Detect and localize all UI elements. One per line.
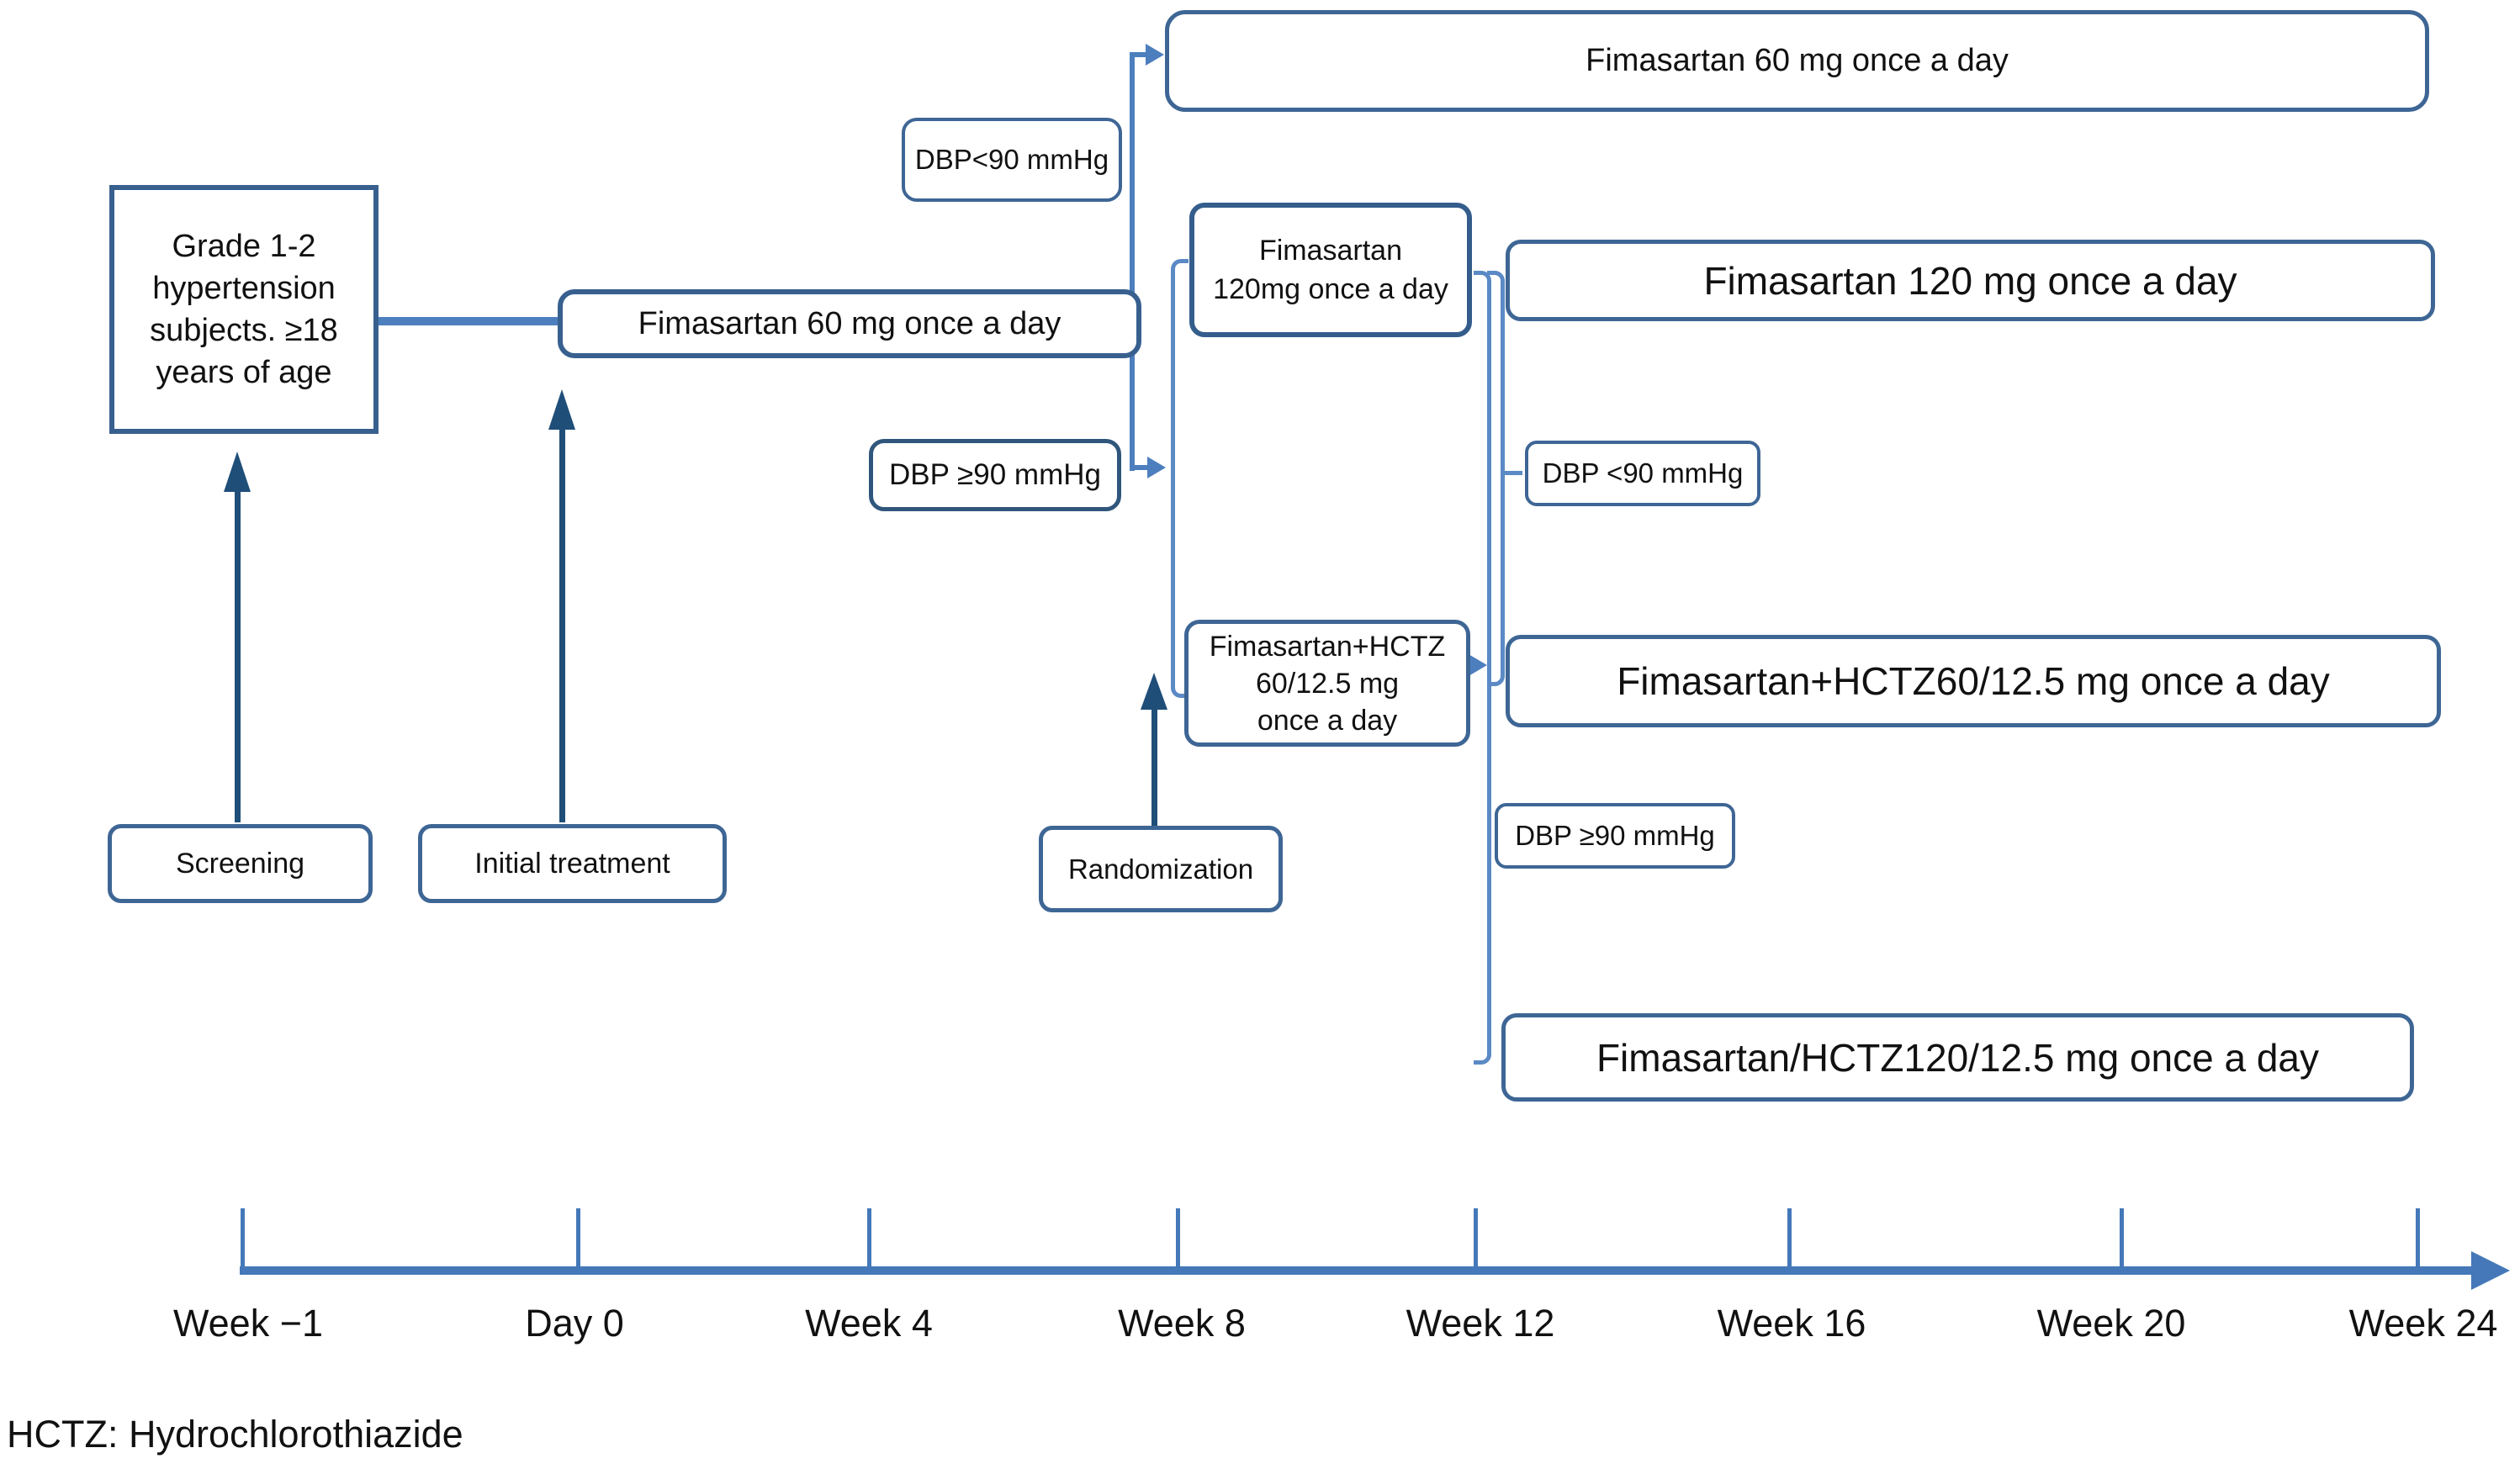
- dbp-lt90-right-text: DBP <90 mmHg: [1542, 457, 1744, 489]
- subject-box: Grade 1-2 hypertension subjects. ≥18 yea…: [109, 185, 379, 434]
- bracket-to-continuation: [1487, 271, 1505, 686]
- timeline-tick: [241, 1208, 245, 1267]
- timeline-tick: [867, 1208, 871, 1267]
- footnote-hctz: HCTZ: Hydrochlorothiazide: [7, 1413, 463, 1456]
- continue60-box: Fimasartan 60 mg once a day: [1165, 10, 2429, 112]
- dbp-lt90-upper-text: DBP<90 mmHg: [914, 144, 1109, 175]
- timeline-label-week8: Week 8: [1118, 1302, 1246, 1345]
- timeline-label-week-minus1: Week −1: [172, 1302, 324, 1345]
- bracket-to-final-combo: [1474, 271, 1491, 1065]
- initial-treatment-arrow-shaft: [559, 429, 565, 822]
- initial-treatment-box: Initial treatment: [418, 824, 727, 903]
- randomization-label: Randomization: [1067, 853, 1254, 885]
- randomization-arrow-shaft: [1151, 708, 1157, 828]
- bighctz-box: Fimasartan+HCTZ60/12.5 mg once a day: [1506, 635, 2441, 727]
- connector-elbow-bottom: [1130, 465, 1150, 470]
- timeline-tick: [1474, 1208, 1478, 1267]
- final-combo-box: Fimasartan/HCTZ120/12.5 mg once a day: [1501, 1013, 2414, 1102]
- timeline-label-week12: Week 12: [1406, 1302, 1555, 1345]
- bighctz-label: Fimasartan+HCTZ60/12.5 mg once a day: [1617, 659, 2330, 703]
- big120-box: Fimasartan 120 mg once a day: [1506, 240, 2435, 321]
- timeline-arrow-icon: [2471, 1251, 2510, 1290]
- arrow-right-icon: [1147, 457, 1166, 478]
- screening-label: Screening: [175, 847, 305, 880]
- timeline-tick: [1787, 1208, 1792, 1267]
- bracket-randomized-arms: [1171, 259, 1189, 698]
- screening-arrow-shaft: [235, 491, 241, 822]
- connector-elbow-top: [1130, 52, 1148, 57]
- subject-box-label: Grade 1-2 hypertension subjects. ≥18 yea…: [150, 229, 338, 390]
- arrow-right-icon: [1469, 654, 1487, 676]
- fimasartan60-label: Fimasartan 60 mg once a day: [638, 305, 1061, 341]
- fimasartan-hctz-arm-box: Fimasartan+HCTZ 60/12.5 mg once a day: [1184, 620, 1470, 747]
- arrow-right-icon: [1146, 44, 1164, 66]
- dbp-ge90-right-text: DBP ≥90 mmHg: [1515, 820, 1715, 851]
- fimasartan120-arm-label: Fimasartan 120mg once a day: [1213, 235, 1448, 305]
- dbp-ge90-upper-label: DBP ≥90 mmHg: [869, 439, 1121, 511]
- timeline-label-week4: Week 4: [805, 1302, 933, 1345]
- timeline-label-week16: Week 16: [1717, 1302, 1866, 1345]
- arrow-up-icon: [224, 452, 251, 492]
- fimasartan120-arm-box: Fimasartan 120mg once a day: [1189, 203, 1472, 337]
- final-combo-label: Fimasartan/HCTZ120/12.5 mg once a day: [1596, 1035, 2320, 1080]
- arrow-up-icon: [548, 389, 575, 430]
- fimasartan-hctz-arm-label: Fimasartan+HCTZ 60/12.5 mg once a day: [1209, 630, 1446, 737]
- dbp-lt90-upper-label: DBP<90 mmHg: [902, 118, 1122, 202]
- tick-dbp-lt90-right: [1501, 471, 1522, 475]
- dbp-ge90-upper-text: DBP ≥90 mmHg: [889, 458, 1101, 491]
- arrow-up-icon: [1141, 673, 1167, 710]
- connector-f60-vertical: [1130, 52, 1135, 471]
- timeline-axis: [240, 1266, 2477, 1275]
- timeline-label-week24: Week 24: [2348, 1302, 2498, 1345]
- timeline-label-week20: Week 20: [2036, 1302, 2186, 1345]
- initial-treatment-label: Initial treatment: [474, 847, 670, 880]
- dbp-lt90-right-label: DBP <90 mmHg: [1525, 441, 1760, 506]
- timeline-tick: [2120, 1208, 2124, 1267]
- connector-subject-to-f60: [379, 317, 558, 325]
- randomization-box: Randomization: [1039, 826, 1283, 912]
- timeline-tick: [576, 1208, 580, 1267]
- fimasartan60-box: Fimasartan 60 mg once a day: [558, 289, 1141, 358]
- screening-box: Screening: [108, 824, 373, 903]
- big120-label: Fimasartan 120 mg once a day: [1703, 258, 2237, 303]
- timeline-tick: [1176, 1208, 1180, 1267]
- timeline-label-day0: Day 0: [525, 1302, 624, 1345]
- continue60-label: Fimasartan 60 mg once a day: [1586, 43, 2009, 78]
- timeline-tick: [2416, 1208, 2420, 1267]
- dbp-ge90-right-label: DBP ≥90 mmHg: [1495, 803, 1735, 869]
